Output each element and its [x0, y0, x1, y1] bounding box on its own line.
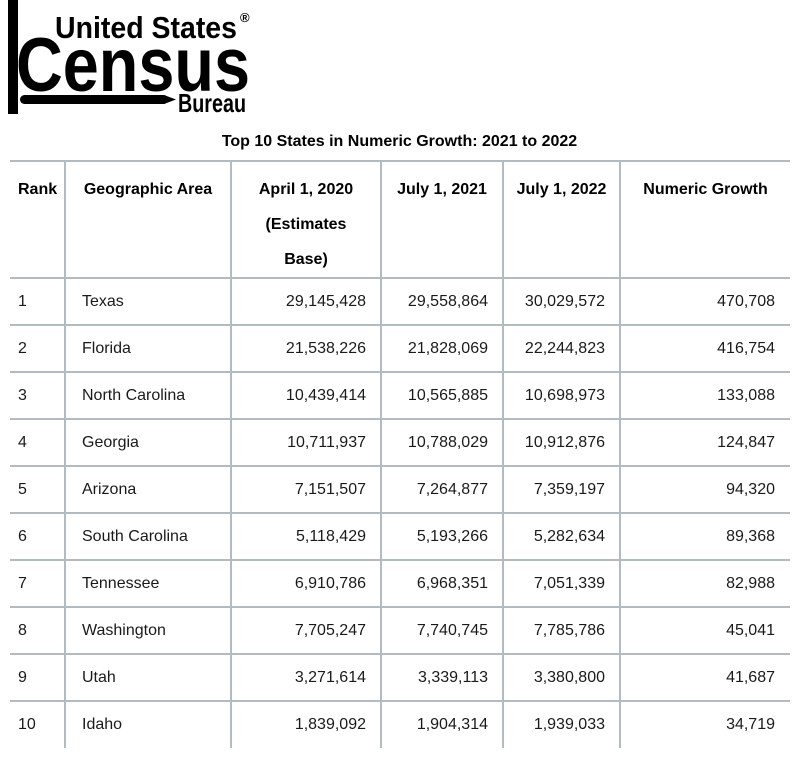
table-cell: 4	[10, 419, 66, 466]
table-row: 2 Florida 21,538,226 21,828,069 22,244,823 41…	[10, 325, 790, 372]
census-logo-graphic: United States ® Census Bureau	[8, 0, 250, 118]
table-cell: 133,088	[717, 386, 775, 404]
table-row: 10 Idaho 1,839,092 1,904,314 1,939,033 34,719	[10, 701, 790, 748]
logo-bureau-text: Bureau	[178, 88, 246, 118]
census-logo: United States ® Census Bureau	[0, 0, 799, 120]
column-header: Rank	[10, 161, 66, 278]
table-cell: 34,719	[726, 716, 775, 733]
table-cell: Georgia	[65, 419, 232, 466]
page-title: Top 10 States in Numeric Growth: 2021 to…	[221, 133, 578, 150]
table-cell: 6	[10, 513, 66, 560]
table-cell: 45,041	[726, 621, 775, 639]
logo-united-states-text: United States	[55, 10, 237, 45]
table-cell: 82,988	[726, 574, 775, 592]
table-cell: Idaho	[65, 701, 232, 748]
table-cell: 8	[10, 607, 66, 654]
table-cell: 7,051,339	[503, 560, 621, 607]
table-cell: 2	[10, 325, 66, 372]
table-cell: 7,151,507	[231, 466, 382, 513]
logo-bureau-bar	[20, 95, 168, 104]
table-cell: 5,282,634	[503, 513, 621, 560]
table-cell: 10,912,876	[503, 419, 621, 466]
table-row: 5 Arizona 7,151,507 7,264,877 7,359,197 94,32…	[10, 466, 790, 513]
table-cell: 10,788,029	[381, 419, 504, 466]
table-cell: Tennessee	[65, 560, 232, 607]
table-cell: 22,244,823	[503, 325, 621, 372]
table-cell: 7,264,877	[381, 466, 504, 513]
table-cell: Florida	[65, 325, 232, 372]
table-cell: 41,687	[726, 668, 775, 686]
table-cell: 7,705,247	[231, 607, 382, 654]
table-cell: 3,380,800	[503, 654, 621, 701]
column-header: July 1, 2021	[381, 161, 504, 278]
table-cell: 94,320	[726, 480, 775, 498]
table-cell: 10	[10, 701, 66, 748]
column-header: April 1, 2020 (Estimates Base)	[231, 161, 382, 278]
table-cell: Washington	[65, 607, 232, 654]
table-cell: 1	[10, 278, 66, 325]
table-row: 7 Tennessee 6,910,786 6,968,351 7,051,339 82,…	[10, 560, 790, 607]
table-cell: North Carolina	[65, 372, 232, 419]
table-cell: 124,847	[717, 433, 775, 451]
table-cell: 1,839,092	[231, 701, 382, 748]
table-row: 8 Washington 7,705,247 7,740,745 7,785,786 45…	[10, 607, 790, 654]
table-cell: 5,118,429	[231, 513, 382, 560]
table-row: 6 South Carolina 5,118,429 5,193,266 5,282,6…	[10, 513, 790, 560]
table-cell: 29,558,864	[381, 278, 504, 325]
table-cell: 5	[10, 466, 66, 513]
table-cell: 7	[10, 560, 66, 607]
table-cell: Utah	[65, 654, 232, 701]
column-header: Numeric Growth	[643, 181, 768, 198]
table-cell: 10,711,937	[231, 419, 382, 466]
table-cell: 7,740,745	[381, 607, 504, 654]
table-header-row: Rank Geographic Area April 1, 2020 (Estimat…	[10, 161, 790, 278]
table-cell: 29,145,428	[231, 278, 382, 325]
table-row: 1 Texas 29,145,428 29,558,864 30,029,572 470,…	[10, 278, 790, 325]
table-cell: 10,698,973	[503, 372, 621, 419]
table-cell: 416,754	[717, 339, 775, 357]
table-cell: Texas	[65, 278, 232, 325]
table-row: 3 North Carolina 10,439,414 10,565,885 10,69…	[10, 372, 790, 419]
table-cell: 3	[10, 372, 66, 419]
table-cell: Arizona	[65, 466, 232, 513]
table-cell: 1,939,033	[503, 701, 621, 748]
logo-left-bar	[8, 0, 18, 114]
table-row: 4 Georgia 10,711,937 10,788,029 10,912,876 12…	[10, 419, 790, 466]
table-cell: 10,439,414	[231, 372, 382, 419]
column-header: July 1, 2022	[503, 161, 621, 278]
table-cell: 7,359,197	[503, 466, 621, 513]
logo-registered-mark: ®	[240, 10, 250, 25]
table-cell: 10,565,885	[381, 372, 504, 419]
table-row: 9 Utah 3,271,614 3,339,113 3,380,800 41,687	[10, 654, 790, 701]
table-cell: 6,968,351	[381, 560, 504, 607]
growth-table: Rank Geographic Area April 1, 2020 (Estimat…	[10, 160, 790, 748]
table-cell: 6,910,786	[231, 560, 382, 607]
table-cell: 5,193,266	[381, 513, 504, 560]
table-header: Rank Geographic Area April 1, 2020 (Estimat…	[10, 161, 790, 278]
table-cell: 1,904,314	[381, 701, 504, 748]
table-cell: 7,785,786	[503, 607, 621, 654]
table-cell: South Carolina	[65, 513, 232, 560]
table-cell: 30,029,572	[503, 278, 621, 325]
logo-census-text: Census	[16, 23, 250, 108]
table-cell: 89,368	[726, 527, 775, 545]
table-cell: 21,538,226	[231, 325, 382, 372]
table-cell: 3,339,113	[381, 654, 504, 701]
column-header: Geographic Area	[65, 161, 232, 278]
logo-bureau-bar-tip	[164, 95, 176, 104]
table-cell: 470,708	[717, 292, 775, 310]
table-cell: 3,271,614	[231, 654, 382, 701]
table-body: 1 Texas 29,145,428 29,558,864 30,029,572 470,…	[10, 278, 790, 748]
table-cell: 9	[10, 654, 66, 701]
table-cell: 21,828,069	[381, 325, 504, 372]
